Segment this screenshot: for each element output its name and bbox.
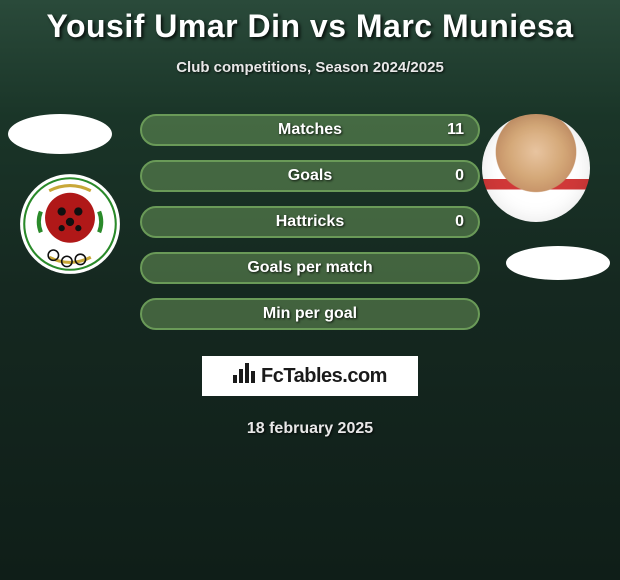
bars-icon [233, 363, 257, 389]
stat-value-right: 0 [455, 213, 464, 231]
player1-disc [8, 114, 112, 154]
card-content: Yousif Umar Din vs Marc Muniesa Club com… [0, 0, 620, 580]
attribution-badge: FcTables.com [202, 356, 418, 396]
stat-row-gpm: Goals per match [140, 252, 480, 284]
stat-label: Goals per match [247, 259, 372, 277]
attribution-text: FcTables.com [261, 365, 387, 388]
stat-row-matches: Matches 11 [140, 114, 480, 146]
date-text: 18 february 2025 [247, 420, 373, 438]
stats-column: Matches 11 Goals 0 Hattricks 0 Goals per… [140, 114, 480, 344]
comparison-subtitle: Club competitions, Season 2024/2025 [0, 59, 620, 76]
stat-label: Matches [278, 121, 342, 139]
stat-value-right: 0 [455, 167, 464, 185]
stat-row-mpg: Min per goal [140, 298, 480, 330]
stat-value-right: 11 [447, 121, 464, 139]
stat-row-goals: Goals 0 [140, 160, 480, 192]
comparison-title: Yousif Umar Din vs Marc Muniesa [0, 8, 620, 45]
stat-label: Min per goal [263, 305, 357, 323]
stat-label: Hattricks [276, 213, 344, 231]
player2-disc [506, 246, 610, 280]
stat-label: Goals [288, 167, 332, 185]
stat-row-hattricks: Hattricks 0 [140, 206, 480, 238]
player2-photo [482, 114, 590, 222]
club-crest-icon [18, 172, 122, 276]
player1-club-crest [18, 172, 122, 276]
